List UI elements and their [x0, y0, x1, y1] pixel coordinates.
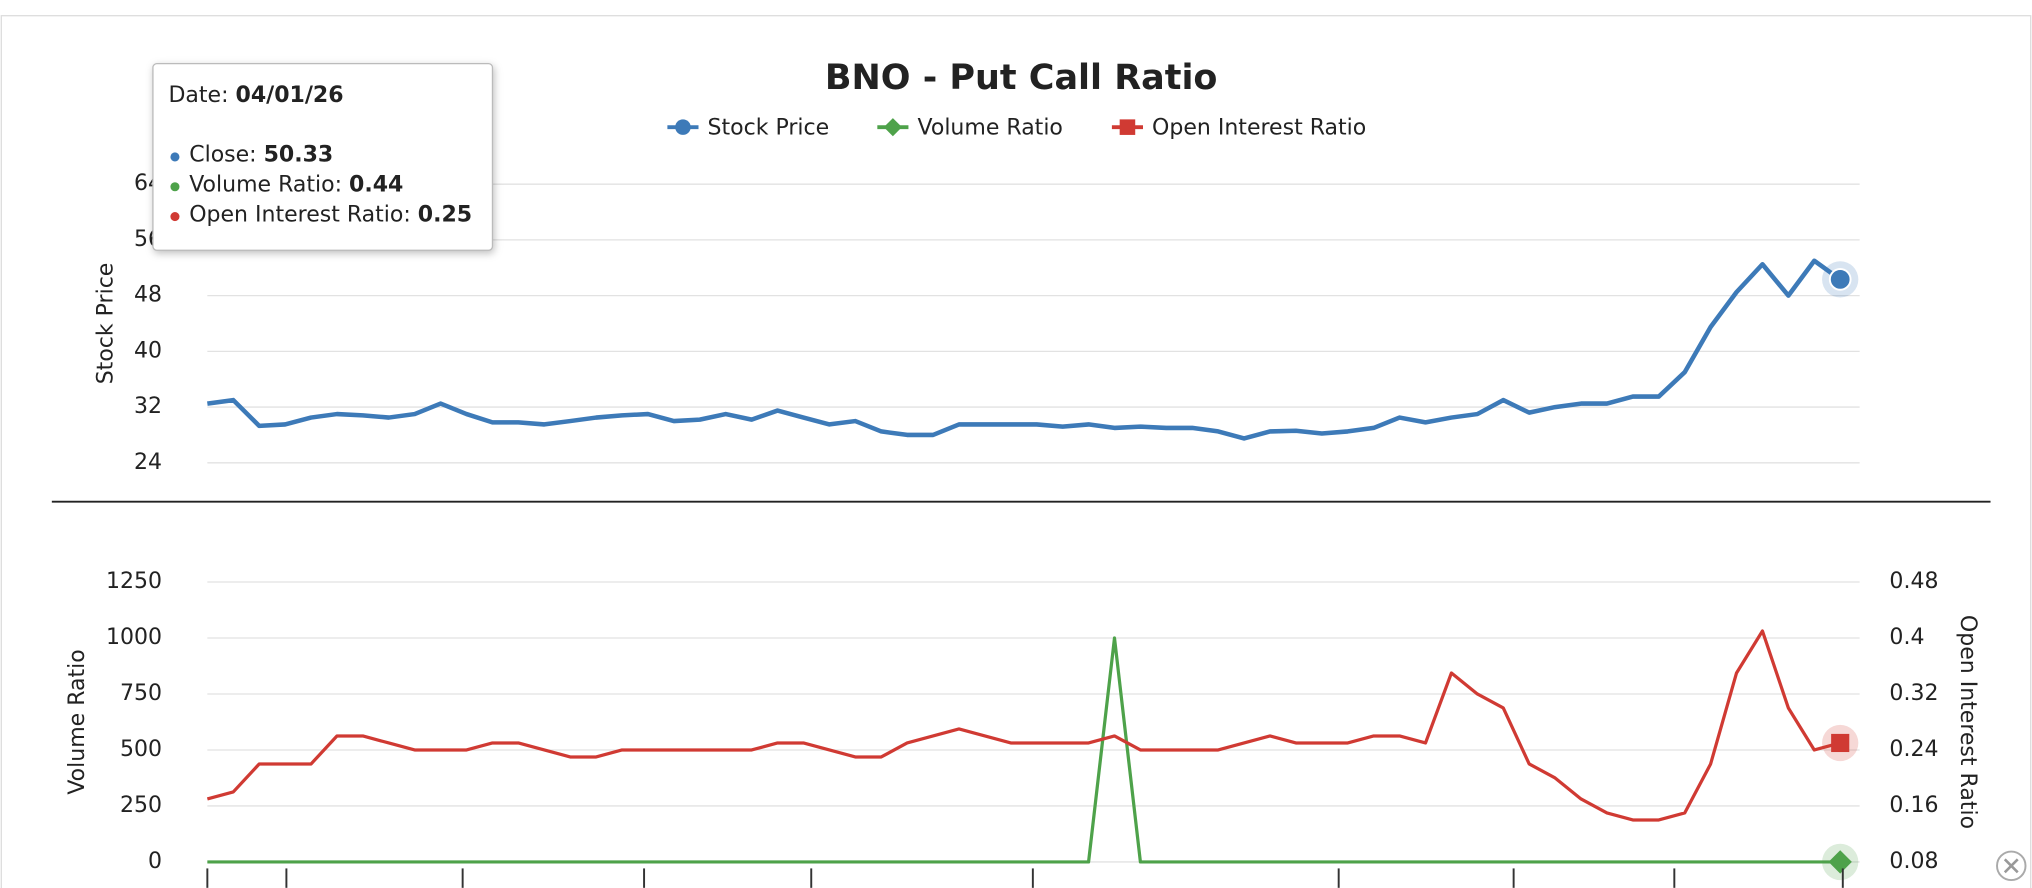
tooltip-item-value: 0.44	[349, 172, 403, 197]
legend-label: Open Interest Ratio	[1152, 115, 1366, 140]
tooltip-dot	[170, 182, 180, 192]
y-axis-label: Volume Ratio	[65, 649, 90, 794]
y2-tick-label: 0.24	[1889, 737, 1938, 762]
y2-tick-label: 0.32	[1889, 681, 1938, 706]
series-line	[207, 636, 1841, 864]
tooltip-date-value: 04/01/26	[236, 83, 344, 108]
tooltip-date-label: Date:	[168, 83, 228, 108]
legend-symbol	[675, 119, 691, 135]
legend-label: Volume Ratio	[918, 115, 1063, 140]
tooltip-item: Open Interest Ratio: 0.25	[189, 202, 472, 227]
y-tick-label: 0	[148, 849, 162, 874]
y-tick-label: 1000	[106, 625, 162, 650]
hover-marker	[1828, 850, 1852, 874]
y-tick-label: 40	[134, 338, 162, 363]
tooltip-box	[152, 62, 494, 251]
legend-symbol	[883, 118, 902, 137]
close-button[interactable]	[1996, 850, 2027, 882]
tooltip: Date: 04/01/26 Close: 50.33 Volume Ratio: …	[152, 62, 494, 251]
y-tick-label: 500	[120, 737, 162, 762]
tooltip-item-label: Volume Ratio:	[189, 172, 342, 197]
y-tick-label: 750	[120, 681, 162, 706]
y2-tick-label: 0.48	[1889, 569, 1938, 594]
tooltip-item-label: Close:	[189, 143, 256, 168]
y-tick-label: 48	[134, 283, 162, 308]
y-tick-label: 1250	[106, 569, 162, 594]
chart-title: BNO - Put Call Ratio	[825, 58, 1218, 98]
tooltip-date: Date: 04/01/26	[168, 83, 343, 108]
y2-axis-label: Open Interest Ratio	[1955, 615, 1980, 829]
hover-marker	[1828, 268, 1852, 291]
y2-tick-label: 0.16	[1889, 793, 1938, 818]
series-line	[207, 258, 1842, 441]
y-tick-label: 32	[134, 394, 162, 419]
tooltip-item-value: 0.25	[418, 202, 472, 227]
y2-tick-label: 0.4	[1889, 625, 1924, 650]
hover-marker	[1831, 733, 1850, 753]
tooltip-dot	[170, 212, 180, 222]
tooltip-item: Close: 50.33	[189, 143, 333, 168]
y-tick-label: 250	[120, 793, 162, 818]
tooltip-item-label: Open Interest Ratio:	[189, 202, 411, 227]
y-tick-label: 24	[134, 450, 162, 475]
series-line	[206, 629, 1841, 822]
tooltip-item: Volume Ratio: 0.44	[189, 172, 403, 197]
y2-tick-label: 0.08	[1889, 849, 1938, 874]
legend-label: Stock Price	[708, 115, 830, 140]
y-axis-label: Stock Price	[93, 263, 118, 385]
legend-symbol	[1119, 119, 1136, 135]
tooltip-item-value: 50.33	[264, 143, 334, 168]
close-x[interactable]	[2003, 858, 2019, 874]
tooltip-dot	[170, 152, 180, 162]
